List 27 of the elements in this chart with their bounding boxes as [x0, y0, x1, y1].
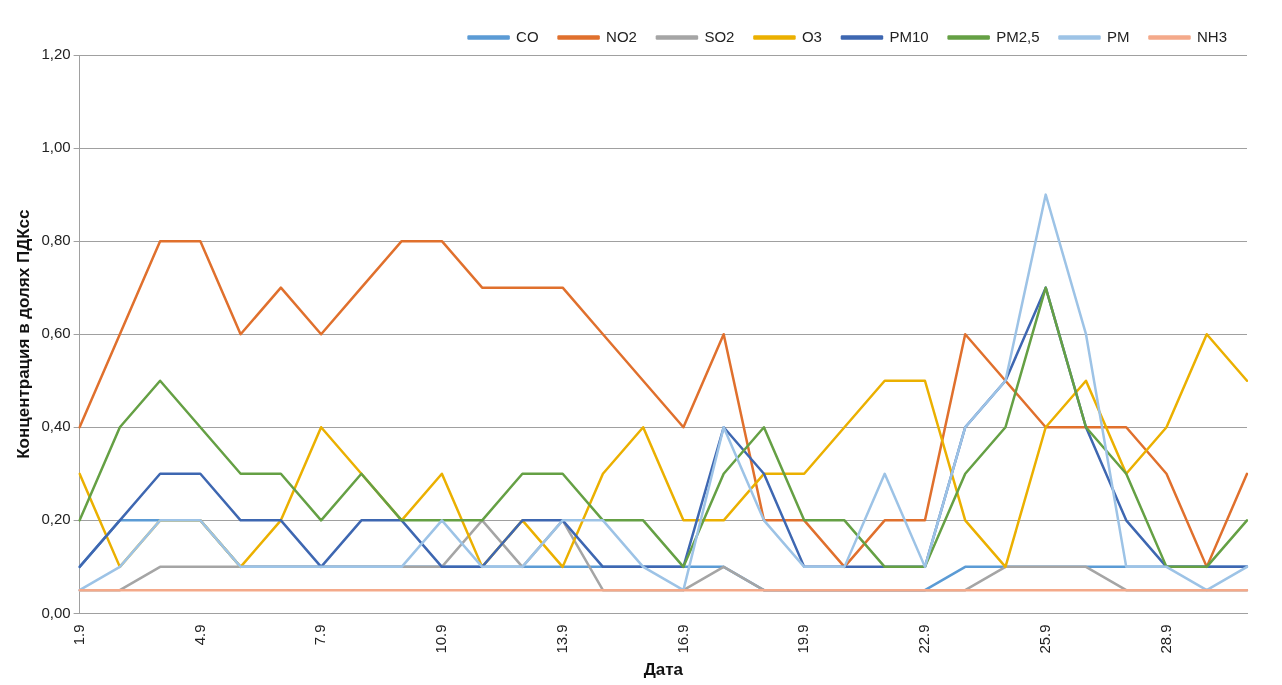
legend-label: NO2 [606, 27, 637, 45]
legend-label: NH3 [1196, 27, 1228, 45]
y-tick-label: 0,40 [41, 417, 71, 435]
legend-label: PM2,5 [996, 27, 1040, 45]
legend-label: CO [516, 27, 539, 45]
y-tick-label: 0,20 [41, 510, 71, 528]
y-tick-label: 1,20 [41, 45, 71, 63]
legend-label: O3 [801, 27, 822, 45]
x-tick-label: 13.9 [552, 624, 570, 654]
y-axis-title: Концентрация в долях ПДКсс [13, 209, 33, 459]
x-tick-label: 10.9 [432, 624, 450, 654]
y-tick-label: 0,00 [41, 603, 71, 621]
x-tick-label: 19.9 [794, 624, 812, 654]
legend-label: SO2 [704, 27, 735, 45]
y-tick-label: 0,80 [41, 231, 71, 249]
x-tick-label: 25.9 [1035, 624, 1053, 654]
x-tick-label: 22.9 [915, 624, 933, 654]
x-axis-title: Дата [643, 660, 684, 680]
x-tick-label: 7.9 [311, 624, 329, 646]
legend-label: PM10 [889, 27, 929, 45]
x-tick-label: 28.9 [1156, 624, 1174, 654]
y-tick-label: 1,00 [41, 138, 71, 156]
x-tick-label: 4.9 [190, 624, 208, 646]
legend-label: PM [1106, 27, 1130, 45]
x-tick-label: 1.9 [69, 624, 87, 646]
y-tick-label: 0,60 [41, 324, 71, 342]
x-tick-label: 16.9 [673, 624, 691, 654]
